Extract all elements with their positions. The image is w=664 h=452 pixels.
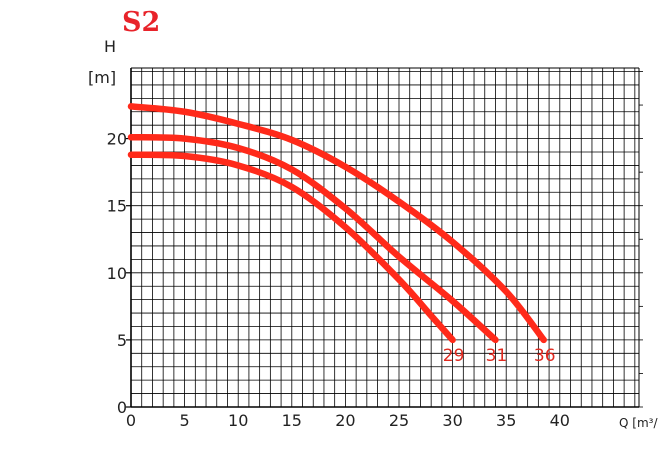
curve-label-36: 36 xyxy=(534,346,556,366)
curve-labels: 29 31 36 xyxy=(443,346,556,366)
x-tick-label: 35 xyxy=(496,411,516,430)
x-axis-label: Q [m³/ xyxy=(619,416,658,430)
y-tick-label: 20 xyxy=(107,130,127,149)
x-tick-label: 40 xyxy=(550,411,570,430)
tick-labels: 0 5 10 15 20 25 30 35 40 0 5 10 15 20 xyxy=(107,130,570,430)
y-axis-symbol: H xyxy=(104,37,116,56)
x-tick-label: 15 xyxy=(282,411,302,430)
curves xyxy=(127,103,547,344)
curve-29 xyxy=(127,151,456,344)
y-tick-label: 0 xyxy=(117,398,127,417)
x-tick-label: 10 xyxy=(228,411,248,430)
curve-36 xyxy=(127,103,547,344)
y-tick-label: 10 xyxy=(107,264,127,283)
curve-label-31: 31 xyxy=(486,346,508,366)
grid xyxy=(126,67,643,408)
y-tick-label: 15 xyxy=(107,197,127,216)
x-tick-label: 5 xyxy=(180,411,190,430)
x-tick-label: 30 xyxy=(442,411,462,430)
chart-title: S2 xyxy=(122,7,160,38)
x-tick-label: 25 xyxy=(389,411,409,430)
y-axis-unit: [m] xyxy=(88,68,116,87)
curve-label-29: 29 xyxy=(443,346,465,366)
x-tick-label: 0 xyxy=(126,411,136,430)
x-tick-label: 20 xyxy=(335,411,355,430)
y-tick-label: 5 xyxy=(117,331,127,350)
curve-31 xyxy=(127,134,499,344)
